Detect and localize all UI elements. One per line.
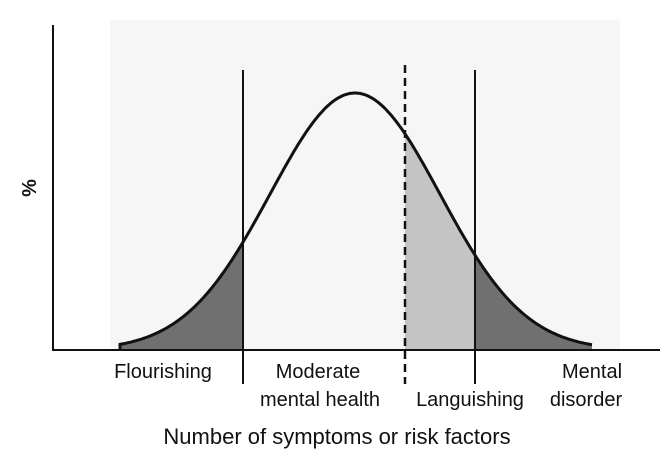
region-label: mental health bbox=[260, 389, 380, 411]
shaded-languishing bbox=[405, 133, 475, 350]
x-axis-label: Number of symptoms or risk factors bbox=[163, 424, 510, 449]
y-axis-label: % bbox=[19, 179, 41, 197]
region-label: Flourishing bbox=[114, 361, 212, 383]
shaded-disorder bbox=[475, 255, 592, 350]
shaded-flourishing bbox=[120, 242, 243, 350]
region-label: Languishing bbox=[416, 389, 524, 411]
region-label: disorder bbox=[550, 389, 623, 411]
region-label: Mental bbox=[562, 361, 622, 383]
background-panel bbox=[110, 20, 620, 350]
distribution-curve bbox=[118, 91, 593, 350]
region-label: Moderate bbox=[276, 361, 361, 383]
